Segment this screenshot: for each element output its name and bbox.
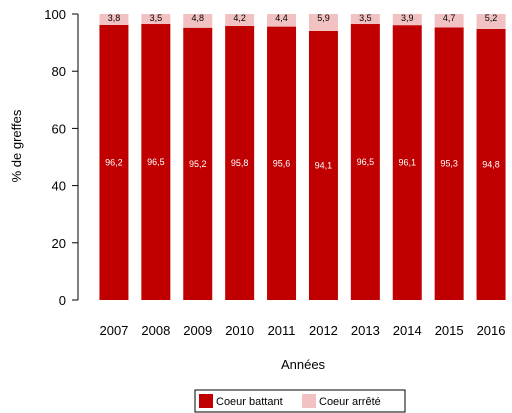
bar-segment [392, 14, 422, 26]
data-label: 94,1 [315, 160, 333, 170]
bar-segment [392, 25, 422, 301]
x-tick-label: 2010 [225, 323, 254, 338]
bars: 96,2 3,8 96,5 3,5 95,2 4,8 95,8 4,2 95,6 4,4 94,1 5… [99, 13, 506, 301]
bar-segment [141, 14, 171, 25]
x-axis-title: Années [281, 357, 326, 372]
data-label: 96,2 [105, 157, 123, 167]
legend-swatch [199, 394, 213, 408]
bar-segment [308, 14, 338, 31]
data-label: 4,8 [191, 13, 204, 23]
bar-segment [141, 24, 171, 300]
bar-segment [434, 14, 464, 28]
bar-segment [308, 30, 338, 301]
legend-box [194, 389, 406, 413]
bar-segment [225, 26, 255, 301]
bar-segment [350, 24, 380, 300]
x-tick-label: 2011 [268, 323, 296, 338]
data-label: 95,2 [189, 159, 207, 169]
legend-swatch [302, 394, 316, 408]
y-axis: 0 20 40 60 80 100 [44, 7, 79, 308]
x-tick-label: 2007 [99, 323, 128, 338]
data-label: 3,5 [359, 13, 372, 23]
data-label: 5,2 [485, 13, 498, 23]
bar-segment [183, 27, 213, 301]
bar-segment [99, 14, 129, 25]
bar-segment [476, 14, 506, 29]
y-tick-label: 60 [52, 121, 66, 136]
y-tick-label: 20 [52, 236, 66, 251]
data-label: 5,9 [317, 13, 330, 23]
legend-label: Coeur battant [216, 396, 283, 408]
data-label: 3,9 [401, 13, 414, 23]
x-tick-label: 2015 [435, 323, 464, 338]
data-label: 4,7 [443, 13, 456, 23]
bar-segment [267, 26, 297, 301]
x-axis: 2007 2008 2009 2010 2011 2012 2013 2014 2015 2016 [99, 323, 505, 338]
data-label: 96,5 [357, 157, 375, 167]
x-tick-label: 2008 [141, 323, 170, 338]
data-label: 95,8 [231, 158, 249, 168]
y-axis-title: % de greffes [9, 109, 24, 182]
x-tick-label: 2013 [351, 323, 380, 338]
bar-segment [434, 27, 464, 301]
x-tick-label: 2014 [393, 323, 422, 338]
data-label: 3,8 [108, 13, 121, 23]
bar-segment [225, 14, 255, 27]
data-label: 95,3 [440, 159, 458, 169]
x-tick-label: 2016 [477, 323, 506, 338]
y-tick-label: 40 [52, 179, 66, 194]
y-tick-label: 80 [52, 64, 66, 79]
data-label: 94,8 [482, 159, 500, 169]
y-tick-label: 100 [44, 7, 66, 22]
data-label: 96,5 [147, 157, 165, 167]
data-label: 96,1 [398, 158, 416, 168]
legend: Coeur battant Coeur arrêté [194, 389, 406, 413]
x-tick-label: 2012 [309, 323, 338, 338]
data-label: 3,5 [150, 13, 163, 23]
data-label: 4,2 [233, 13, 246, 23]
y-tick-label: 0 [59, 293, 66, 308]
data-label: 4,4 [275, 13, 288, 23]
data-label: 95,6 [273, 158, 291, 168]
x-tick-label: 2009 [183, 323, 212, 338]
bar-segment [476, 28, 506, 300]
bar-segment [350, 14, 380, 25]
bar-segment [99, 24, 129, 300]
legend-label: Coeur arrêté [319, 396, 381, 408]
bar-segment [267, 14, 297, 27]
bar-segment [183, 14, 213, 28]
